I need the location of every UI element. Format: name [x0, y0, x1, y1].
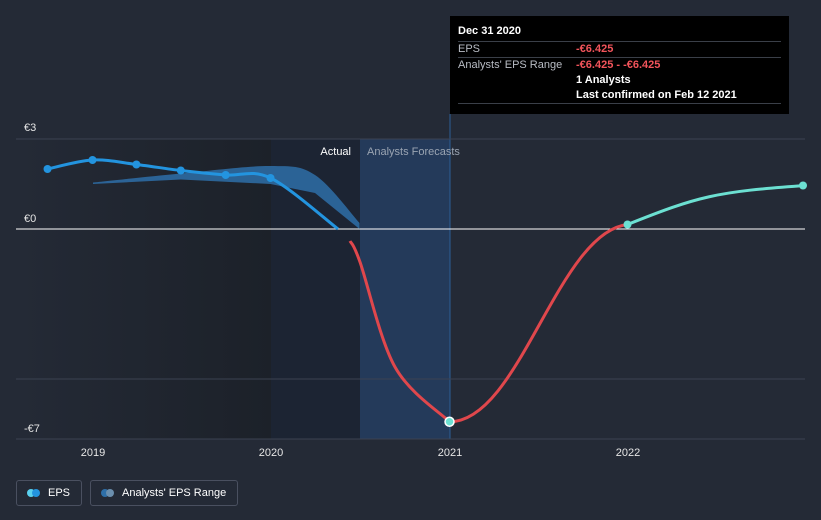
forecast-shade [360, 139, 450, 439]
y-tick-label: €0 [24, 213, 36, 225]
legend-range-toggle[interactable]: Analysts' EPS Range [90, 480, 239, 506]
eps-forecast-positive-line [626, 184, 807, 226]
tooltip-title: Dec 31 2020 [458, 25, 521, 37]
legend-eps-label: EPS [48, 487, 71, 499]
eps-actual-point [88, 156, 97, 164]
tooltip-eps-value: -€6.425 [576, 43, 614, 55]
eps-forecast-decline-line [348, 240, 451, 423]
section-forecast-label: Analysts Forecasts [367, 146, 460, 158]
legend-range-label: Analysts' EPS Range [122, 487, 227, 499]
eps-forecast-rise-line [449, 223, 628, 424]
tooltip: Dec 31 2020 EPS -€6.425 Analysts' EPS Ra… [450, 16, 789, 114]
y-tick-label: -€7 [24, 423, 40, 435]
tooltip-eps-label: EPS [458, 43, 481, 55]
eps-actual-point [132, 160, 141, 169]
eps-actual-point [221, 171, 230, 179]
x-tick-label: 2022 [616, 447, 640, 459]
x-tick-label: 2019 [81, 447, 105, 459]
eps-legend-icon [27, 489, 40, 497]
tooltip-range-label: Analysts' EPS Range [458, 59, 563, 71]
eps-actual-point [266, 174, 275, 182]
eps-actual-point [43, 165, 52, 173]
eps-forecast-point [799, 181, 807, 190]
tooltip-analysts: 1 Analysts [576, 74, 631, 86]
y-tick-label: €3 [24, 122, 36, 134]
eps-forecast-point [623, 220, 632, 229]
legend-eps-toggle[interactable]: EPS [16, 480, 83, 506]
eps-actual-point [176, 166, 185, 175]
tooltip-range-value: -€6.425 - -€6.425 [576, 59, 661, 71]
tooltip-confirmed: Last confirmed on Feb 12 2021 [576, 89, 737, 101]
analysts-eps-range-band [93, 165, 360, 229]
section-actual-label: Actual [320, 146, 351, 158]
legend: EPS Analysts' EPS Range [16, 480, 239, 506]
x-tick-label: 2020 [259, 447, 283, 459]
x-tick-label: 2021 [438, 447, 462, 459]
range-legend-icon [101, 489, 115, 497]
past-shade [16, 139, 271, 439]
highlighted-eps-point [444, 416, 455, 427]
